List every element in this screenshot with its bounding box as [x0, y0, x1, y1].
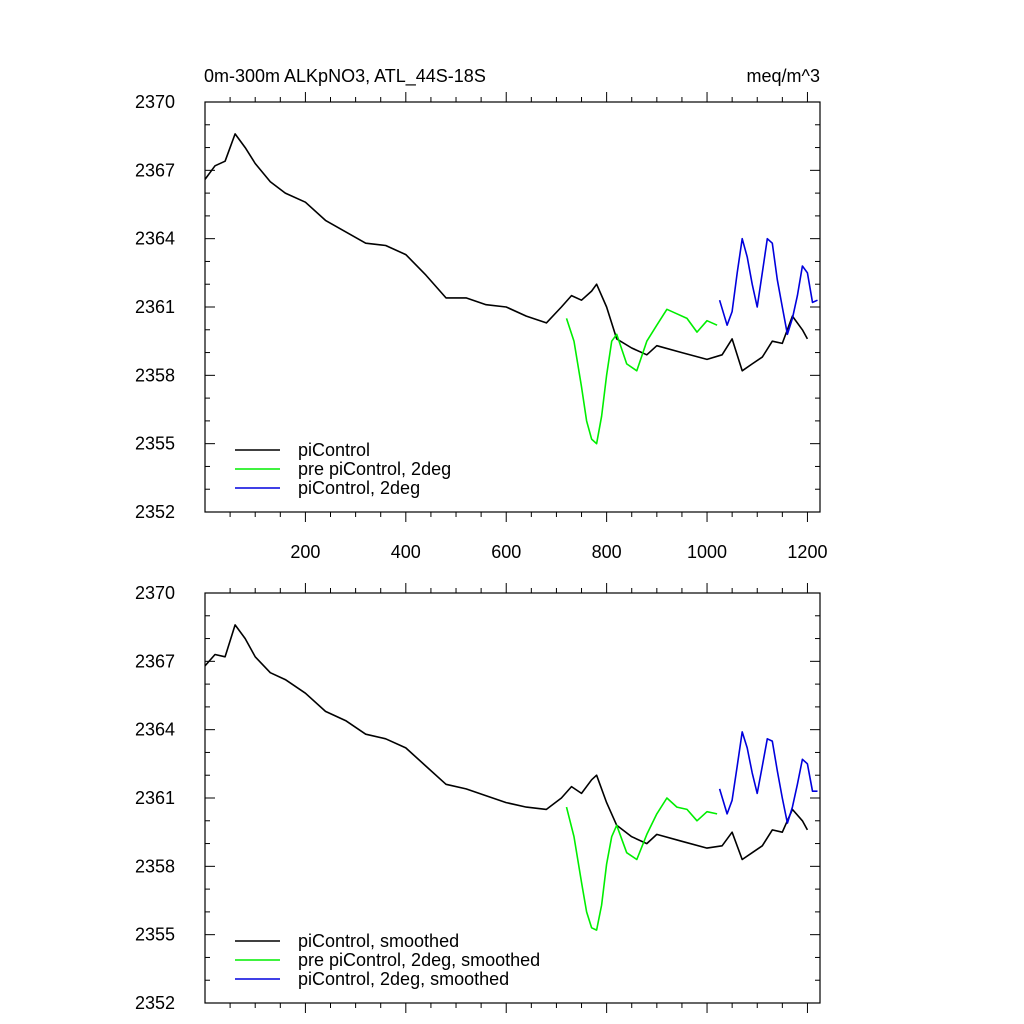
y-tick-label: 2364	[135, 720, 175, 740]
chart-title-left: 0m-300m ALKpNO3, ATL_44S-18S	[204, 66, 486, 87]
chart-units-label: meq/m^3	[747, 66, 820, 86]
series-line-2-1	[204, 624, 809, 861]
y-tick-label: 2352	[135, 502, 175, 522]
x-tick-label: 200	[290, 542, 320, 562]
y-tick-label: 2367	[135, 651, 175, 671]
legend-label: pre piControl, 2deg	[298, 459, 451, 479]
series-line-2-3	[718, 731, 818, 824]
x-tick-label: 1000	[687, 542, 727, 562]
y-tick-label: 2358	[135, 856, 175, 876]
legend-label: piControl, 2deg, smoothed	[298, 969, 509, 989]
series-line-2-2	[565, 797, 718, 931]
series-line-1-3	[718, 237, 818, 336]
y-tick-label: 2355	[135, 925, 175, 945]
legend-label: piControl, smoothed	[298, 931, 459, 951]
legend-label: pre piControl, 2deg, smoothed	[298, 950, 540, 970]
x-tick-label: 600	[491, 542, 521, 562]
legend-label: piControl	[298, 440, 370, 460]
y-tick-label: 2367	[135, 160, 175, 180]
x-tick-label: 800	[592, 542, 622, 562]
x-tick-label: 1200	[787, 542, 827, 562]
y-tick-label: 2352	[135, 993, 175, 1013]
y-tick-label: 2370	[135, 583, 175, 603]
y-tick-label: 2364	[135, 229, 175, 249]
legend-label: piControl, 2deg	[298, 478, 420, 498]
series-line-1-1	[204, 133, 809, 372]
series-line-1-2	[565, 308, 718, 445]
y-tick-label: 2370	[135, 92, 175, 112]
x-tick-label: 400	[391, 542, 421, 562]
y-tick-label: 2361	[135, 788, 175, 808]
y-tick-label: 2355	[135, 434, 175, 454]
y-tick-label: 2358	[135, 365, 175, 385]
y-tick-label: 2361	[135, 297, 175, 317]
